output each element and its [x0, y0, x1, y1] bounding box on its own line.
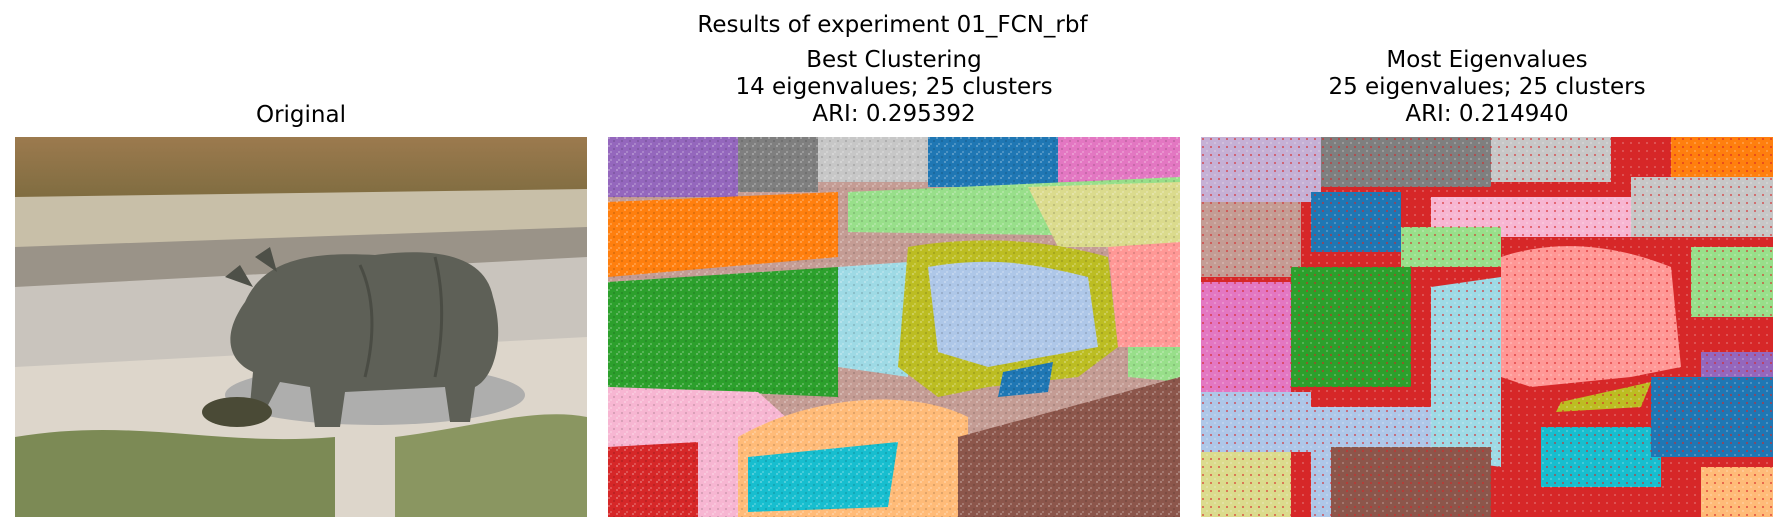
panel-title-best-clustering: Best Clustering 14 eigenvalues; 25 clust… — [735, 47, 1053, 127]
panel-most-eigenvalues: Most Eigenvalues 25 eigenvalues; 25 clus… — [1201, 0, 1773, 532]
figure-suptitle: Results of experiment 01_FCN_rbf — [697, 12, 1088, 38]
panel-original: Original — [15, 0, 587, 532]
panel-best-clustering: Best Clustering 14 eigenvalues; 25 clust… — [608, 0, 1180, 532]
panel-title-most-eigenvalues: Most Eigenvalues 25 eigenvalues; 25 clus… — [1328, 47, 1646, 127]
segmentation-best — [608, 137, 1180, 517]
panel-title-original: Original — [255, 102, 346, 128]
segmentation-most — [1201, 137, 1773, 517]
original-photo — [15, 137, 587, 517]
